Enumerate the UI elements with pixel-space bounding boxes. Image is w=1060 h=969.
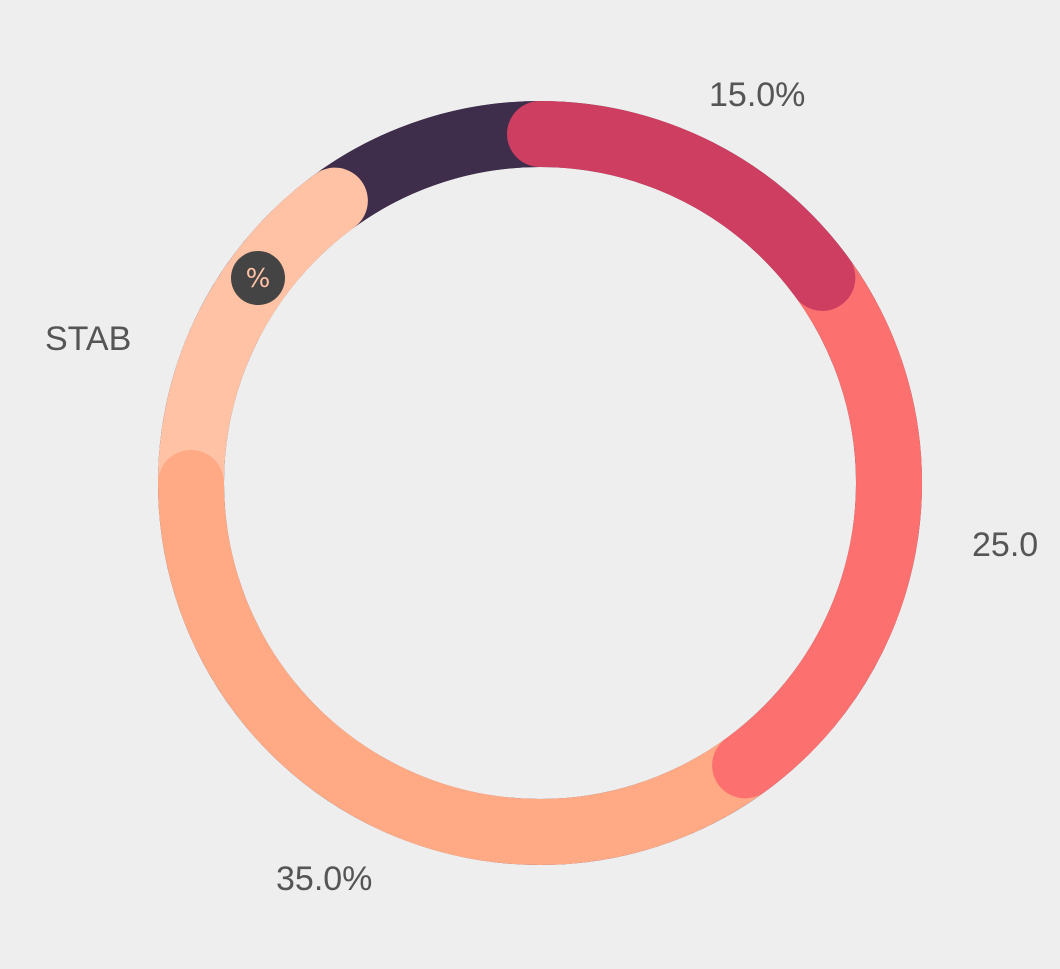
percent-badge-dot [231, 251, 285, 305]
slice-label-3: 35.0% [276, 860, 372, 898]
donut-slice-2 [712, 244, 922, 799]
percent-badge: % [227, 247, 289, 309]
percent-icon: % [246, 264, 271, 294]
donut-slices [158, 101, 922, 865]
slice-label-2: 25.0 [972, 526, 1038, 564]
donut-slice-3 [158, 450, 779, 865]
donut-slice-1 [507, 101, 856, 311]
slice-label-4: STAB [45, 320, 131, 358]
slice-labels: 15.0% 25.0 35.0% STAB [45, 76, 1038, 898]
slice-label-1: 15.0% [709, 76, 805, 114]
donut-slice-4 [158, 167, 368, 516]
